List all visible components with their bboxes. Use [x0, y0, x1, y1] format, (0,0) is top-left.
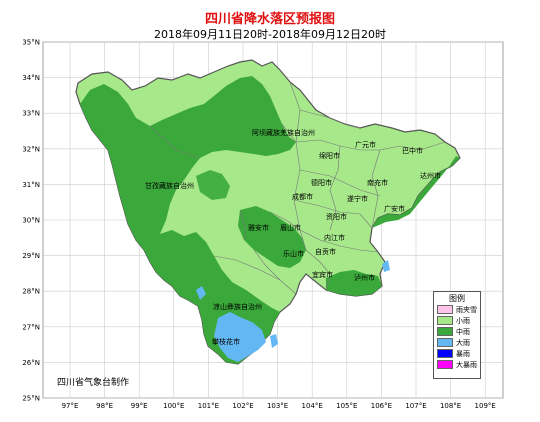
label-bazhong: 巴中市 [402, 146, 423, 155]
longitude-tick-label: 102°E [232, 402, 253, 410]
legend-item-rainstorm: 暴雨 [437, 348, 480, 359]
latitude-tick-label: 29°N [22, 252, 40, 260]
label-ziyang: 资阳市 [326, 212, 347, 221]
legend-swatch [437, 316, 453, 325]
label-ganzi: 甘孜藏族自治州 [145, 181, 194, 190]
latitude-tick-label: 27°N [22, 323, 40, 331]
latitude-tick-label: 32°N [22, 145, 40, 153]
legend-swatch [437, 338, 453, 347]
longitude-tick-label: 107°E [405, 402, 426, 410]
legend-label: 大雨 [456, 338, 470, 347]
label-yibin: 宜宾市 [312, 270, 333, 279]
map-subtitle: 2018年09月11日20时-2018年09月12日20时 [154, 28, 386, 41]
longitude-tick-label: 100°E [163, 402, 184, 410]
label-nanchong: 南充市 [367, 178, 388, 187]
latitude-labels: 35°N 34°N 33°N 32°N 31°N 30°N 29°N 28°N 27°N 26°N… [22, 39, 40, 403]
legend-swatch [437, 305, 453, 314]
legend-item-moderate-rain: 中雨 [437, 326, 480, 337]
legend-label: 小雨 [456, 316, 470, 325]
label-panzhihua: 攀枝花市 [212, 337, 240, 346]
latitude-tick-label: 33°N [22, 110, 40, 118]
legend-swatch [437, 327, 453, 336]
city-boundaries [149, 81, 446, 295]
map-title: 四川省降水落区预报图 [204, 12, 335, 27]
legend-title: 图例 [449, 294, 465, 303]
label-neijiang: 内江市 [324, 233, 345, 242]
latitude-tick-label: 26°N [22, 359, 40, 367]
heavy-rain-areas [196, 260, 390, 362]
latitude-tick-label: 30°N [22, 217, 40, 225]
longitude-labels: 97°E 98°E 99°E 100°E 101°E 102°E 103°E 104°E 105… [62, 402, 496, 410]
label-guangan: 广安市 [384, 204, 405, 213]
legend-item-heavy-rain: 大雨 [437, 337, 480, 348]
longitude-tick-label: 106°E [371, 402, 392, 410]
label-liangshan: 凉山彝族自治州 [213, 302, 262, 311]
latitude-tick-label: 34°N [22, 74, 40, 82]
label-mianyang: 绵阳市 [319, 151, 340, 160]
longitude-tick-label: 97°E [62, 402, 79, 410]
label-yaan: 雅安市 [248, 223, 269, 232]
longitude-tick-label: 101°E [198, 402, 219, 410]
latitude-tick-label: 35°N [22, 39, 40, 47]
longitude-tick-label: 109°E [475, 402, 496, 410]
label-guangyuan: 广元市 [355, 140, 376, 149]
label-dazhou: 达州市 [420, 171, 441, 180]
label-zigong: 自贡市 [315, 247, 336, 256]
legend-label: 暴雨 [456, 349, 470, 358]
label-suining: 遂宁市 [347, 194, 368, 203]
label-luzhou: 泸州市 [354, 273, 375, 282]
legend-label: 大暴雨 [456, 360, 477, 369]
legend-item-heavy-rainstorm: 大暴雨 [437, 359, 480, 370]
longitude-tick-label: 103°E [267, 402, 288, 410]
longitude-tick-label: 105°E [336, 402, 357, 410]
longitude-tick-label: 108°E [440, 402, 461, 410]
legend-swatch [437, 360, 453, 369]
latitude-tick-label: 25°N [22, 395, 40, 403]
legend-label: 雨夹雪 [456, 305, 477, 314]
latitude-tick-label: 31°N [22, 181, 40, 189]
legend: 图例 雨夹雪 小雨 中雨 大雨 暴雨 大暴雨 [433, 291, 481, 379]
longitude-tick-label: 99°E [131, 402, 148, 410]
longitude-tick-label: 104°E [302, 402, 323, 410]
legend-item-sleet: 雨夹雪 [437, 304, 480, 315]
latitude-tick-label: 28°N [22, 288, 40, 296]
credit-text: 四川省气象台制作 [57, 378, 130, 388]
label-leshan: 乐山市 [283, 249, 304, 258]
label-deyang: 德阳市 [311, 178, 332, 187]
label-chengdu: 成都市 [292, 192, 313, 201]
longitude-tick-label: 98°E [96, 402, 113, 410]
legend-swatch [437, 349, 453, 358]
legend-label: 中雨 [456, 327, 470, 336]
label-aba: 阿坝藏族羌族自治州 [252, 128, 315, 137]
legend-item-light-rain: 小雨 [437, 315, 480, 326]
label-meishan: 眉山市 [280, 223, 301, 232]
